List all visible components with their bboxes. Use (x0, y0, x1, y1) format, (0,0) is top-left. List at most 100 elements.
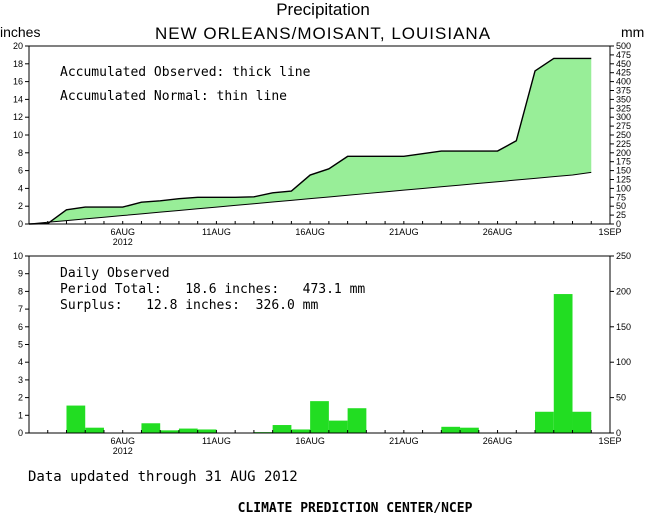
accumulated-y2tick-label: 25 (616, 210, 626, 220)
annotation-surplus: Surplus: 12.8 inches: 326.0 mm (60, 298, 318, 313)
accumulated-ytick-label: 14 (13, 94, 23, 104)
accumulated-ytick-label: 2 (18, 201, 23, 211)
annotation-period-total: Period Total: 18.6 inches: 473.1 mm (60, 282, 365, 297)
data-updated-note: Data updated through 31 AUG 2012 (28, 469, 298, 485)
accumulated-y2tick-label: 475 (616, 50, 631, 60)
daily-y2tick-label: 0 (616, 428, 621, 438)
annotation-daily-observed: Daily Observed (60, 266, 170, 281)
accumulated-y2tick-label: 75 (616, 192, 626, 202)
accumulated-y2tick-label: 425 (616, 68, 631, 78)
annotation-observed: Accumulated Observed: thick line (60, 65, 311, 80)
accumulated-y2tick-label: 150 (616, 166, 631, 176)
accumulated-y2tick-label: 100 (616, 183, 631, 193)
accumulated-y2tick-label: 325 (616, 103, 631, 113)
daily-bar (66, 405, 86, 433)
accumulated-xtick-label: 11AUG (202, 227, 231, 237)
unit-right-label: mm (621, 24, 644, 40)
daily-xtick-label: 11AUG (202, 436, 231, 446)
daily-bar (197, 429, 217, 433)
accumulated-ytick-label: 18 (13, 59, 23, 69)
daily-ytick-label: 8 (18, 286, 23, 296)
daily-y2tick-label: 250 (616, 251, 631, 261)
daily-bar (535, 411, 554, 433)
daily-ytick-label: 10 (13, 251, 23, 261)
daily-y2tick-label: 50 (616, 393, 626, 403)
accumulated-y2tick-label: 200 (616, 148, 631, 158)
accumulated-y2tick-label: 175 (616, 157, 631, 167)
daily-bar (347, 408, 367, 433)
daily-bars-layer (47, 294, 592, 433)
daily-ytick-label: 9 (18, 269, 23, 279)
daily-bar (460, 427, 479, 433)
accumulated-y2tick-label: 500 (616, 41, 631, 51)
daily-y2tick-label: 100 (616, 357, 631, 367)
daily-y2tick-label: 150 (616, 322, 631, 332)
daily-bar (572, 411, 592, 433)
annotation-normal: Accumulated Normal: thin line (60, 89, 287, 104)
daily-bar (291, 429, 311, 433)
daily-ytick-label: 1 (18, 410, 23, 420)
daily-bar (441, 426, 461, 433)
accumulated-chart: 0246810121416182002550751001251501752002… (13, 41, 631, 247)
daily-xtick-label: 16AUG (295, 436, 325, 446)
accumulated-ytick-label: 16 (13, 77, 23, 87)
daily-xtick-label: 26AUG (483, 436, 513, 446)
accumulated-axes: 0246810121416182002550751001251501752002… (13, 41, 631, 247)
daily-ytick-label: 0 (18, 428, 23, 438)
credit-line: CLIMATE PREDICTION CENTER/NCEP (238, 501, 473, 516)
accumulated-y2tick-label: 250 (616, 130, 631, 140)
daily-bar (310, 401, 329, 433)
accumulated-ytick-label: 0 (18, 219, 23, 229)
accumulated-y2tick-label: 375 (616, 86, 631, 96)
accumulated-xtick-label: 21AUG (389, 227, 419, 237)
daily-year-label: 2012 (113, 446, 133, 456)
daily-bar (160, 430, 179, 433)
accumulated-xtick-label: 1SEP (598, 227, 621, 237)
accumulated-y2tick-label: 225 (616, 139, 631, 149)
accumulated-y2tick-label: 0 (616, 219, 621, 229)
accumulated-y2tick-label: 400 (616, 77, 631, 87)
accumulated-ytick-label: 8 (18, 148, 23, 158)
accumulated-y2tick-label: 350 (616, 94, 631, 104)
daily-ytick-label: 7 (18, 304, 23, 314)
daily-y2tick-label: 200 (616, 286, 631, 296)
accumulated-y2tick-label: 275 (616, 121, 631, 131)
daily-bar (272, 425, 292, 433)
accumulated-xtick-label: 16AUG (295, 227, 325, 237)
daily-bar (85, 427, 104, 433)
accumulated-ytick-label: 10 (13, 130, 23, 140)
daily-ytick-label: 6 (18, 322, 23, 332)
accumulated-y2tick-label: 300 (616, 112, 631, 122)
accumulated-ytick-label: 4 (18, 183, 23, 193)
accumulated-xtick-label: 26AUG (483, 227, 513, 237)
daily-ytick-label: 2 (18, 393, 23, 403)
accumulated-lines-layer (28, 57, 592, 225)
accumulated-normal-line (28, 171, 592, 225)
accumulated-fill-layer (29, 58, 592, 225)
daily-bar (141, 423, 161, 433)
accumulated-ytick-label: 12 (13, 112, 23, 122)
accumulated-year-label: 2012 (113, 237, 133, 247)
daily-xtick-label: 21AUG (389, 436, 419, 446)
figure-title: Precipitation (276, 0, 370, 19)
daily-ytick-label: 5 (18, 340, 23, 350)
daily-xtick-label: 6AUG (110, 436, 135, 446)
accumulated-departure-area (29, 58, 592, 225)
accumulated-xtick-label: 6AUG (110, 227, 135, 237)
unit-left-label: inches (0, 24, 40, 40)
daily-ytick-label: 4 (18, 357, 23, 367)
daily-ytick-label: 3 (18, 375, 23, 385)
daily-bar (178, 428, 198, 433)
station-name: NEW ORLEANS/MOISANT, LOUISIANA (155, 24, 491, 43)
accumulated-y2tick-label: 450 (616, 59, 631, 69)
accumulated-ytick-label: 6 (18, 166, 23, 176)
daily-xtick-label: 1SEP (598, 436, 621, 446)
accumulated-observed-line (28, 57, 592, 225)
accumulated-y2tick-label: 125 (616, 175, 631, 185)
daily-bar (328, 420, 348, 433)
daily-bar (553, 294, 573, 433)
accumulated-y2tick-label: 50 (616, 201, 626, 211)
